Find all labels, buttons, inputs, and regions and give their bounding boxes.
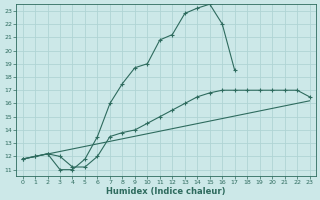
X-axis label: Humidex (Indice chaleur): Humidex (Indice chaleur) xyxy=(106,187,226,196)
